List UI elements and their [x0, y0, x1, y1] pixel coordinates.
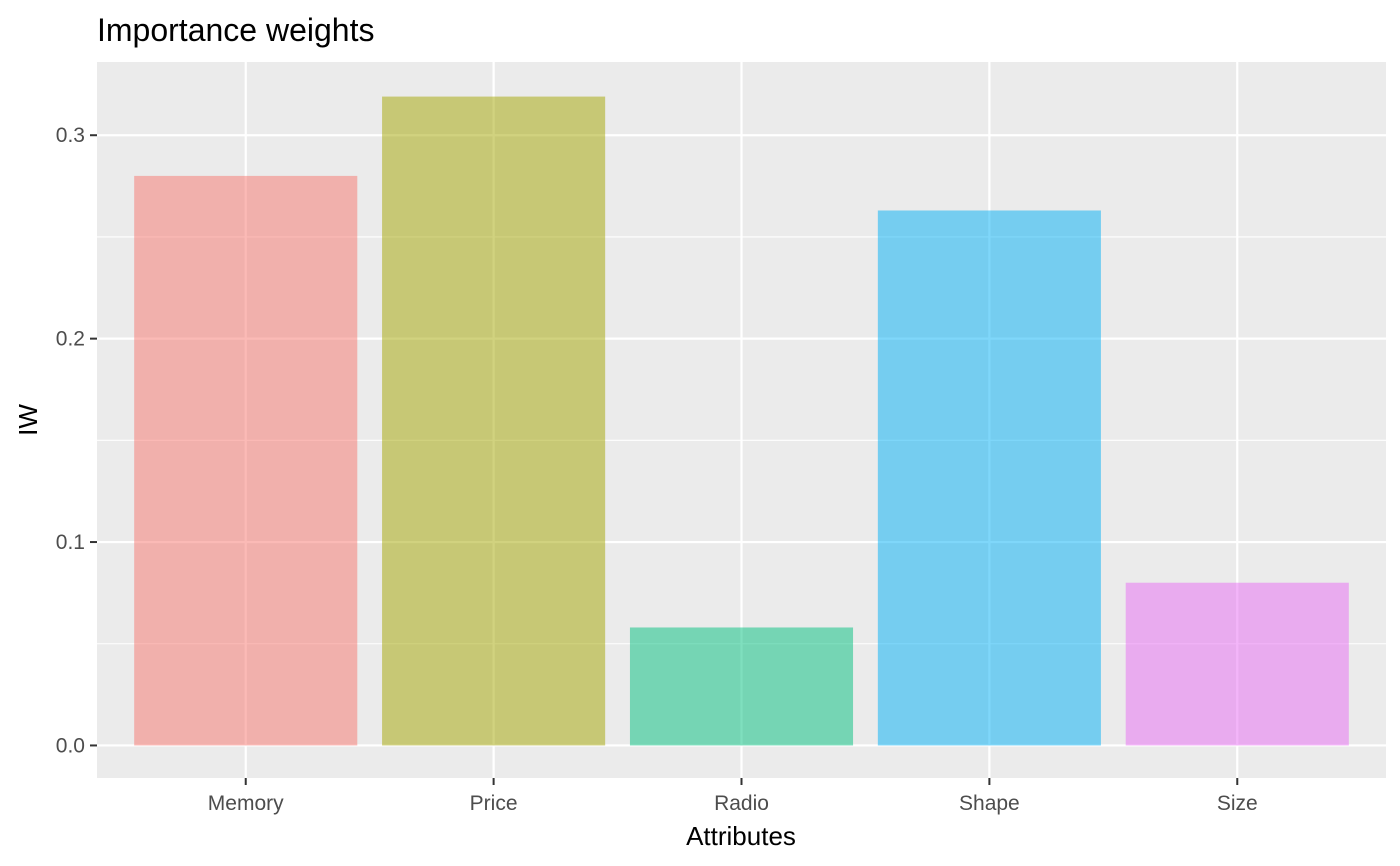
bar-radio — [629, 627, 854, 746]
chart-title: Importance weights — [97, 12, 374, 48]
x-tick-label: Shape — [959, 792, 1020, 815]
x-tick-label: Price — [470, 792, 518, 815]
x-axis-ticks: Memory Price Radio Shape Size — [208, 778, 1258, 815]
bar-price — [382, 96, 606, 746]
y-axis-title: IW — [13, 404, 43, 436]
x-tick-label: Size — [1217, 792, 1258, 815]
bar-size — [1125, 582, 1349, 746]
x-tick-label: Radio — [714, 792, 769, 815]
y-tick-label: 0.3 — [56, 124, 85, 147]
x-axis-title: Attributes — [686, 821, 796, 851]
y-tick-label: 0.2 — [56, 328, 85, 351]
y-tick-label: 0.0 — [56, 734, 85, 757]
bar-shape — [877, 210, 1101, 746]
bar-memory — [134, 175, 358, 746]
bars — [134, 96, 1349, 746]
y-axis-ticks: 0.0 0.1 0.2 0.3 — [56, 124, 97, 757]
x-tick-label: Memory — [208, 792, 284, 815]
y-tick-label: 0.1 — [56, 531, 85, 554]
